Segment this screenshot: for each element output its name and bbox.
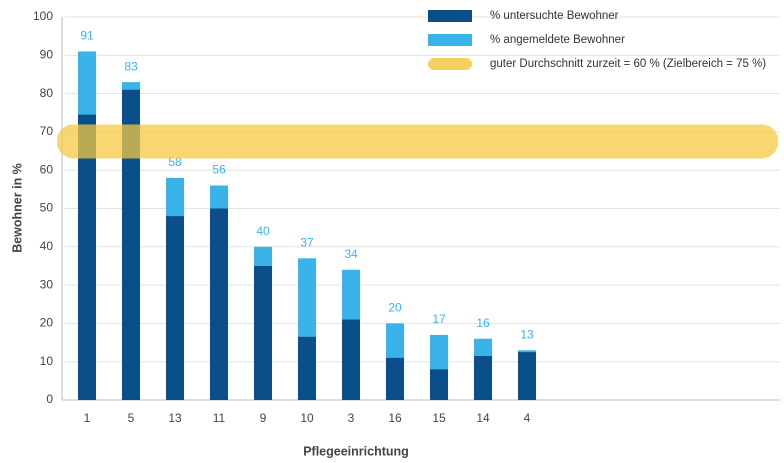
y-axis-label: Bewohner in % [10, 163, 24, 253]
legend-swatch [428, 10, 472, 22]
value-label: 56 [212, 163, 226, 177]
y-tick-label: 30 [40, 277, 54, 291]
value-label: 83 [124, 59, 138, 73]
value-label: 58 [168, 155, 182, 169]
x-tick-label: 14 [476, 411, 490, 425]
y-tick-label: 10 [40, 354, 54, 368]
value-label: 17 [432, 312, 446, 326]
y-tick-label: 70 [40, 124, 54, 138]
x-tick-label: 16 [388, 411, 402, 425]
x-tick-label: 4 [524, 411, 531, 425]
x-tick-label: 5 [128, 411, 135, 425]
value-label: 37 [300, 235, 314, 249]
value-label: 13 [520, 327, 534, 341]
bar [386, 357, 404, 400]
bar [78, 114, 96, 400]
y-tick-label: 0 [46, 392, 53, 406]
x-tick-label: 10 [300, 411, 314, 425]
legend-label: guter Durchschnitt zurzeit = 60 % (Zielb… [490, 58, 766, 70]
value-label: 20 [388, 301, 402, 315]
y-tick-label: 60 [40, 162, 54, 176]
x-tick-label: 3 [348, 411, 355, 425]
x-tick-label: 13 [168, 411, 182, 425]
y-tick-label: 100 [33, 9, 53, 23]
legend-label: % untersuchte Bewohner [490, 10, 619, 22]
x-axis-label: Pflegeeinrichtung [303, 444, 409, 458]
x-tick-label: 11 [213, 411, 226, 425]
x-tick-label: 15 [432, 411, 446, 425]
bar [254, 265, 272, 400]
x-tick-label: 9 [260, 411, 267, 425]
y-tick-label: 40 [40, 239, 54, 253]
y-tick-label: 90 [40, 47, 54, 61]
y-tick-label: 50 [40, 201, 54, 215]
value-label: 34 [344, 247, 358, 261]
legend-swatch [428, 34, 472, 46]
bar [298, 336, 316, 400]
x-tick-label: 1 [84, 411, 91, 425]
bar [210, 208, 228, 400]
legend-swatch [428, 58, 472, 70]
reference-band [57, 124, 778, 159]
y-tick-label: 20 [40, 316, 54, 330]
legend-label: % angemeldete Bewohner [490, 34, 625, 46]
y-tick-label: 80 [40, 86, 54, 100]
value-label: 91 [80, 29, 94, 43]
bar [474, 355, 492, 400]
bar [122, 89, 140, 401]
bar [518, 352, 536, 400]
bar [430, 369, 448, 400]
bar [342, 319, 360, 400]
bar [166, 216, 184, 400]
value-label: 16 [476, 316, 490, 330]
value-label: 40 [256, 224, 270, 238]
